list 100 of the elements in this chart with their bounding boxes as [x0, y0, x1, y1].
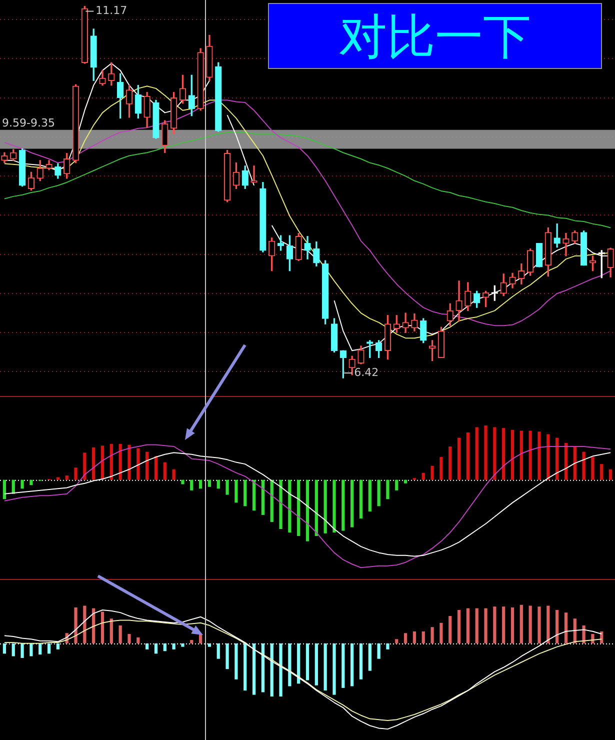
bar	[279, 480, 282, 530]
bar	[172, 643, 176, 650]
bar	[297, 480, 300, 536]
bar	[216, 480, 220, 489]
chart-title: 对比一下	[268, 3, 602, 69]
bar	[466, 432, 470, 480]
bar	[430, 466, 434, 480]
bar	[493, 606, 496, 644]
bar	[502, 428, 506, 480]
bar	[154, 456, 158, 480]
bar	[100, 612, 104, 644]
bar	[83, 606, 86, 644]
bar	[377, 643, 380, 659]
bar	[20, 643, 24, 658]
bar	[475, 427, 478, 480]
bar	[395, 639, 398, 644]
bar	[261, 643, 264, 692]
bar	[493, 427, 496, 480]
bar	[342, 480, 345, 531]
bar	[350, 480, 354, 528]
bar	[252, 480, 256, 511]
bar	[368, 643, 372, 671]
bar	[110, 444, 113, 480]
bar	[83, 452, 86, 480]
bar	[510, 430, 514, 480]
bar	[30, 643, 33, 656]
bar	[324, 643, 327, 691]
bar	[386, 643, 390, 650]
bar	[270, 643, 274, 697]
bar	[484, 425, 488, 480]
bar	[475, 608, 478, 644]
bar	[244, 643, 247, 691]
band-label: 9.59-9.35	[2, 116, 55, 130]
bar	[422, 472, 425, 480]
bar	[12, 643, 15, 656]
bar	[56, 477, 60, 480]
bar	[74, 468, 78, 480]
bar	[430, 627, 434, 644]
bar	[163, 462, 166, 480]
bar	[226, 480, 229, 495]
bar	[118, 625, 122, 644]
bar	[546, 434, 550, 480]
bar	[65, 475, 68, 480]
bar	[314, 480, 318, 536]
bar	[538, 432, 541, 480]
bar	[404, 633, 408, 644]
bar	[332, 643, 336, 695]
bar	[386, 480, 390, 500]
bar	[244, 480, 247, 506]
bar	[118, 444, 122, 480]
bar	[457, 438, 461, 480]
bar	[234, 480, 238, 503]
bar	[440, 457, 443, 480]
bar	[502, 606, 506, 644]
bar	[92, 447, 96, 480]
bar	[448, 616, 452, 644]
bar	[181, 643, 184, 647]
bar	[146, 643, 149, 650]
bar	[92, 608, 96, 644]
bar	[136, 637, 140, 644]
bar	[261, 480, 264, 515]
annotation: 11.17	[96, 4, 128, 18]
bar	[591, 457, 594, 480]
bar	[422, 631, 425, 644]
bar	[208, 480, 212, 487]
bar	[556, 610, 559, 644]
candlestick	[250, 166, 258, 183]
bar	[520, 430, 523, 480]
bar	[279, 643, 282, 697]
bar	[466, 608, 470, 644]
bar	[359, 643, 363, 680]
bar	[528, 606, 532, 644]
annotation: 6.42	[354, 366, 379, 379]
bar	[457, 610, 461, 644]
bar	[252, 643, 256, 695]
bar	[128, 444, 131, 480]
bar	[20, 480, 24, 489]
bar	[74, 607, 78, 644]
bar	[556, 438, 559, 480]
candlestick	[554, 223, 560, 248]
bar	[47, 643, 51, 654]
bar	[288, 480, 292, 533]
bar	[38, 643, 42, 655]
bar	[377, 480, 380, 506]
bar	[154, 643, 158, 654]
bar	[546, 606, 550, 644]
bar	[234, 643, 238, 680]
bar	[2, 480, 6, 500]
bar	[136, 448, 140, 480]
bar	[306, 480, 310, 542]
bar	[359, 480, 363, 518]
bar	[208, 643, 212, 647]
bar	[181, 480, 184, 484]
bar	[528, 430, 532, 480]
bar	[314, 643, 318, 686]
bar	[573, 446, 576, 480]
bar	[226, 643, 229, 670]
bar	[448, 446, 452, 480]
bar	[297, 643, 300, 684]
bar	[350, 643, 354, 686]
